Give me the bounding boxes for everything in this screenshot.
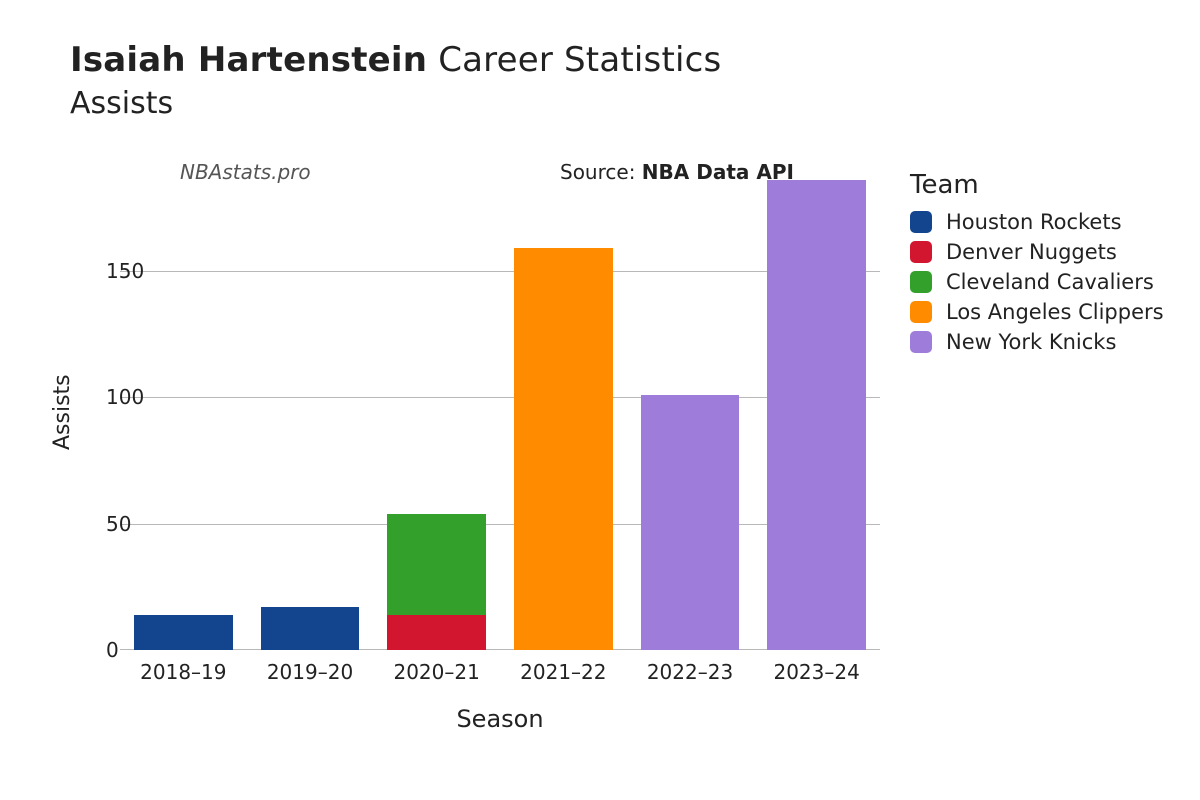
x-tick-label: 2020–21 <box>393 660 479 684</box>
legend: Team Houston Rockets Denver Nuggets Clevel… <box>910 170 1164 360</box>
legend-title: Team <box>910 170 1164 200</box>
legend-item: Houston Rockets <box>910 210 1164 234</box>
x-tick-label: 2019–20 <box>267 660 353 684</box>
grid-line <box>120 524 880 525</box>
x-tick-label: 2022–23 <box>647 660 733 684</box>
legend-label: Cleveland Cavaliers <box>946 270 1154 294</box>
legend-swatch <box>910 301 932 323</box>
bar-segment <box>387 514 486 615</box>
bar-segment <box>387 615 486 650</box>
grid-line <box>120 397 880 398</box>
legend-label: Denver Nuggets <box>946 240 1117 264</box>
chart-container: Isaiah Hartenstein Career Statistics Ass… <box>0 0 1200 800</box>
chart-title-line1: Isaiah Hartenstein Career Statistics <box>70 40 721 80</box>
legend-swatch <box>910 211 932 233</box>
legend-item: Denver Nuggets <box>910 240 1164 264</box>
x-tick-label: 2023–24 <box>773 660 859 684</box>
legend-swatch <box>910 241 932 263</box>
legend-swatch <box>910 271 932 293</box>
chart-title-block: Isaiah Hartenstein Career Statistics Ass… <box>70 40 721 121</box>
bar-segment <box>641 395 740 650</box>
bar-segment <box>767 180 866 650</box>
legend-label: New York Knicks <box>946 330 1116 354</box>
legend-item: Cleveland Cavaliers <box>910 270 1164 294</box>
legend-item: New York Knicks <box>910 330 1164 354</box>
chart-subtitle: Assists <box>70 86 721 121</box>
bar-segment <box>134 615 233 650</box>
legend-label: Los Angeles Clippers <box>946 300 1164 324</box>
bar-segment <box>514 248 613 650</box>
legend-label: Houston Rockets <box>946 210 1122 234</box>
bar-segment <box>261 607 360 650</box>
y-axis-title: Assists <box>50 374 75 450</box>
grid-line <box>120 271 880 272</box>
legend-swatch <box>910 331 932 353</box>
x-tick-label: 2018–19 <box>140 660 226 684</box>
title-suffix: Career Statistics <box>438 40 721 80</box>
player-name: Isaiah Hartenstein <box>70 40 427 80</box>
plot-area: 0501001502018–192019–202020–212021–22202… <box>120 170 880 650</box>
x-axis-baseline <box>120 649 880 650</box>
legend-item: Los Angeles Clippers <box>910 300 1164 324</box>
x-tick-label: 2021–22 <box>520 660 606 684</box>
x-axis-title: Season <box>456 705 543 733</box>
